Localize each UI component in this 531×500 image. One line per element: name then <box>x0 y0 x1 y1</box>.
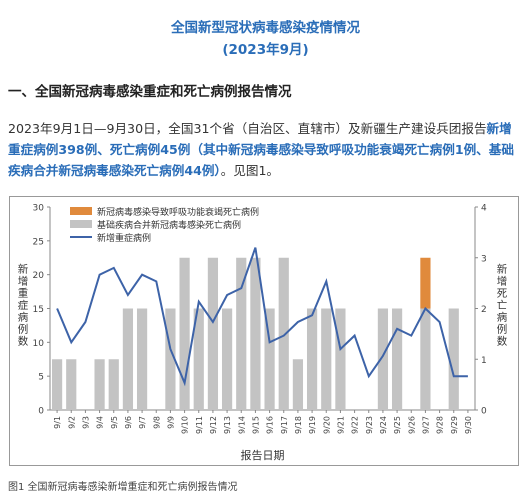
x-tick-label: 9/3 <box>81 416 90 429</box>
legend-swatch-basic <box>70 220 92 228</box>
bar-basic-disease <box>420 308 431 410</box>
left-tick-label: 5 <box>38 373 44 383</box>
bar-basic-disease <box>278 257 289 410</box>
x-tick-label: 9/29 <box>450 416 459 434</box>
bar-basic-disease <box>391 308 403 410</box>
x-tick-label: 9/27 <box>421 416 430 434</box>
bar-basic-disease <box>221 308 233 410</box>
bar-basic-disease <box>122 308 134 410</box>
x-tick-label: 9/8 <box>152 416 161 429</box>
x-tick-label: 9/12 <box>209 416 218 434</box>
bar-basic-disease <box>108 359 119 410</box>
right-tick-label: 0 <box>481 407 487 417</box>
bar-basic-disease <box>250 257 261 410</box>
bar-basic-disease <box>306 308 318 410</box>
left-tick-label: 30 <box>33 204 45 214</box>
left-tick-label: 15 <box>33 305 44 315</box>
x-tick-label: 9/10 <box>181 416 190 434</box>
x-tick-label: 9/26 <box>407 416 416 434</box>
x-tick-label: 9/5 <box>110 416 119 429</box>
section-heading: 一、全国新冠病毒感染重症和死亡病例报告情况 <box>8 84 292 100</box>
bar-basic-disease <box>377 308 389 410</box>
x-tick-label: 9/30 <box>464 416 473 434</box>
page-title: 全国新型冠状病毒感染疫情情况 <box>171 20 360 36</box>
x-tick-label: 9/14 <box>237 416 246 434</box>
legend-swatch-respiratory <box>70 207 92 215</box>
x-tick-label: 9/24 <box>379 416 388 434</box>
bar-basic-disease <box>165 308 176 410</box>
x-tick-label: 9/18 <box>294 416 303 434</box>
y-axis-label-left: 新增重症病例数 <box>18 263 29 348</box>
bar-basic-disease <box>207 257 219 410</box>
paragraph-highlight: 新增重症病例398例、死亡病例45例（其中新冠病毒感染导致呼吸功能衰竭死亡病例1… <box>8 121 514 178</box>
left-tick-label: 0 <box>38 407 44 417</box>
x-axis-label: 报告日期 <box>241 448 285 462</box>
x-tick-label: 9/16 <box>266 416 275 434</box>
severe-cases-line <box>56 247 468 387</box>
left-tick-label: 25 <box>33 237 44 247</box>
page-subtitle: (2023年9月) <box>222 42 309 58</box>
x-tick-label: 9/28 <box>436 416 445 434</box>
right-tick-label: 3 <box>481 254 487 264</box>
x-tick-label: 9/1 <box>53 416 62 429</box>
bar-basic-disease <box>179 257 190 410</box>
y-axis-label-right: 新增死亡病例数 <box>497 263 508 348</box>
chart-frame: 0 5 10 15 20 25 30 0 1 2 3 4 9/1 9/2 9/3 9/4 9/5 9/6 9/7 9/… <box>9 196 519 466</box>
bar-basic-disease <box>136 308 148 410</box>
bar-basic-disease <box>321 308 332 410</box>
bar-basic-disease <box>66 359 77 410</box>
bar-basic-disease <box>264 308 275 410</box>
bar-basic-disease <box>51 359 63 410</box>
bar-basic-disease <box>335 308 346 410</box>
left-tick-label: 10 <box>33 339 45 349</box>
right-tick-label: 2 <box>481 305 487 315</box>
bar-basic-disease <box>94 359 105 410</box>
x-tick-label: 9/6 <box>124 416 133 429</box>
legend-label: 新增重症病例 <box>97 232 151 244</box>
report-paragraph: 2023年9月1日—9月30日，全国31个省（自治区、直辖市）及新疆生产建设兵团… <box>8 118 521 181</box>
bar-basic-disease <box>236 257 247 410</box>
x-tick-label: 9/23 <box>365 416 374 434</box>
bar-basic-disease <box>193 308 204 410</box>
paragraph-end: 。见图1。 <box>220 163 280 178</box>
x-tick-label: 9/15 <box>251 416 260 434</box>
x-tick-label: 9/4 <box>96 416 105 429</box>
x-tick-label: 9/7 <box>138 416 147 429</box>
legend-label: 基础疾病合并新冠病毒感染死亡病例 <box>97 219 241 231</box>
x-tick-label: 9/20 <box>322 416 331 434</box>
bar-basic-disease <box>448 308 459 410</box>
bar-respiratory-failure <box>420 257 431 309</box>
combo-chart: 0 5 10 15 20 25 30 0 1 2 3 4 9/1 9/2 9/3 9/4 9/5 9/6 9/7 9/… <box>18 204 508 463</box>
legend-label: 新冠病毒感染导致呼吸功能衰竭死亡病例 <box>97 206 259 218</box>
x-tick-label: 9/19 <box>308 416 317 434</box>
x-tick-label: 9/25 <box>393 416 402 434</box>
right-tick-label: 4 <box>481 204 487 214</box>
paragraph-intro: 2023年9月1日—9月30日，全国31个省（自治区、直辖市）及新疆生产建设兵团… <box>8 121 487 136</box>
left-tick-label: 20 <box>33 271 45 281</box>
x-tick-label: 9/22 <box>351 416 360 434</box>
x-tick-label: 9/21 <box>336 416 345 434</box>
x-tick-label: 9/9 <box>166 416 175 429</box>
bar-basic-disease <box>292 359 304 410</box>
x-tick-label: 9/13 <box>223 416 232 434</box>
x-tick-label: 9/2 <box>67 416 76 429</box>
x-tick-label: 9/11 <box>195 416 204 434</box>
right-tick-label: 1 <box>481 356 487 366</box>
x-tick-label: 9/17 <box>280 416 289 434</box>
figure-caption: 图1 全国新冠病毒感染新增重症和死亡病例报告情况 <box>8 482 238 493</box>
